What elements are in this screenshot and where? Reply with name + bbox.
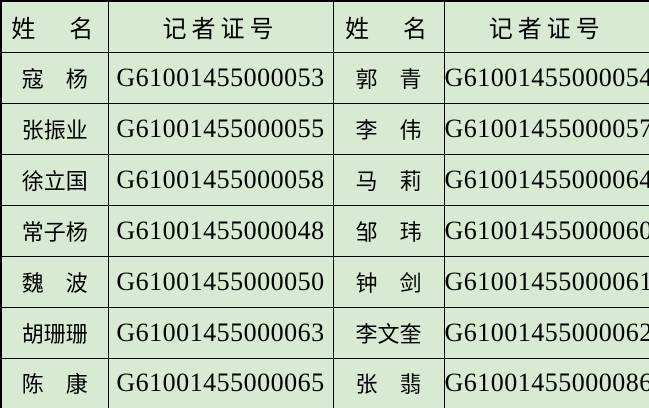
name-cell: 李 伟	[332, 102, 445, 155]
name-cell: 马 莉	[332, 153, 445, 206]
cert-number-cell: G61001455000057	[443, 102, 649, 155]
header-row: 姓 名 记者证号 姓 名 记者证号	[0, 0, 649, 53]
name-cell: 徐立国	[0, 153, 109, 206]
table-row: 常子杨 G61001455000048 邹 玮 G61001455000060	[0, 204, 649, 257]
name-cell: 寇 杨	[0, 51, 109, 104]
name-cell: 胡珊珊	[0, 306, 109, 359]
header-cert-left: 记者证号	[107, 0, 334, 53]
table-row: 张振业 G61001455000055 李 伟 G61001455000057	[0, 102, 649, 155]
table-row: 徐立国 G61001455000058 马 莉 G61001455000064	[0, 153, 649, 206]
cert-number-cell: G61001455000048	[107, 204, 334, 257]
cert-number-cell: G61001455000058	[107, 153, 334, 206]
name-cell: 邹 玮	[332, 204, 445, 257]
name-cell: 郭 青	[332, 51, 445, 104]
cert-number-cell: G61001455000055	[107, 102, 334, 155]
header-cert-right: 记者证号	[443, 0, 649, 53]
cert-number-cell: G61001455000050	[107, 255, 334, 308]
cert-number-cell: G61001455000065	[107, 357, 334, 408]
name-cell: 陈 康	[0, 357, 109, 408]
table-row: 寇 杨 G61001455000053 郭 青 G61001455000054	[0, 51, 649, 104]
name-cell: 常子杨	[0, 204, 109, 257]
name-cell: 张振业	[0, 102, 109, 155]
cert-number-cell: G61001455000063	[107, 306, 334, 359]
cert-number-cell: G61001455000061	[443, 255, 649, 308]
cert-number-cell: G61001455000064	[443, 153, 649, 206]
cert-number-cell: G61001455000054	[443, 51, 649, 104]
table-row: 魏 波 G61001455000050 钟 剑 G61001455000061	[0, 255, 649, 308]
header-name-left: 姓 名	[0, 0, 109, 53]
cert-number-cell: G61001455000086	[443, 357, 649, 408]
table-row: 胡珊珊 G61001455000063 李文奎 G61001455000062	[0, 306, 649, 359]
cert-number-cell: G61001455000060	[443, 204, 649, 257]
cert-number-cell: G61001455000053	[107, 51, 334, 104]
cert-number-cell: G61001455000062	[443, 306, 649, 359]
name-cell: 李文奎	[332, 306, 445, 359]
name-cell: 张 翡	[332, 357, 445, 408]
name-cell: 钟 剑	[332, 255, 445, 308]
header-name-right: 姓 名	[332, 0, 445, 53]
table-row: 陈 康 G61001455000065 张 翡 G61001455000086	[0, 357, 649, 408]
name-cell: 魏 波	[0, 255, 109, 308]
